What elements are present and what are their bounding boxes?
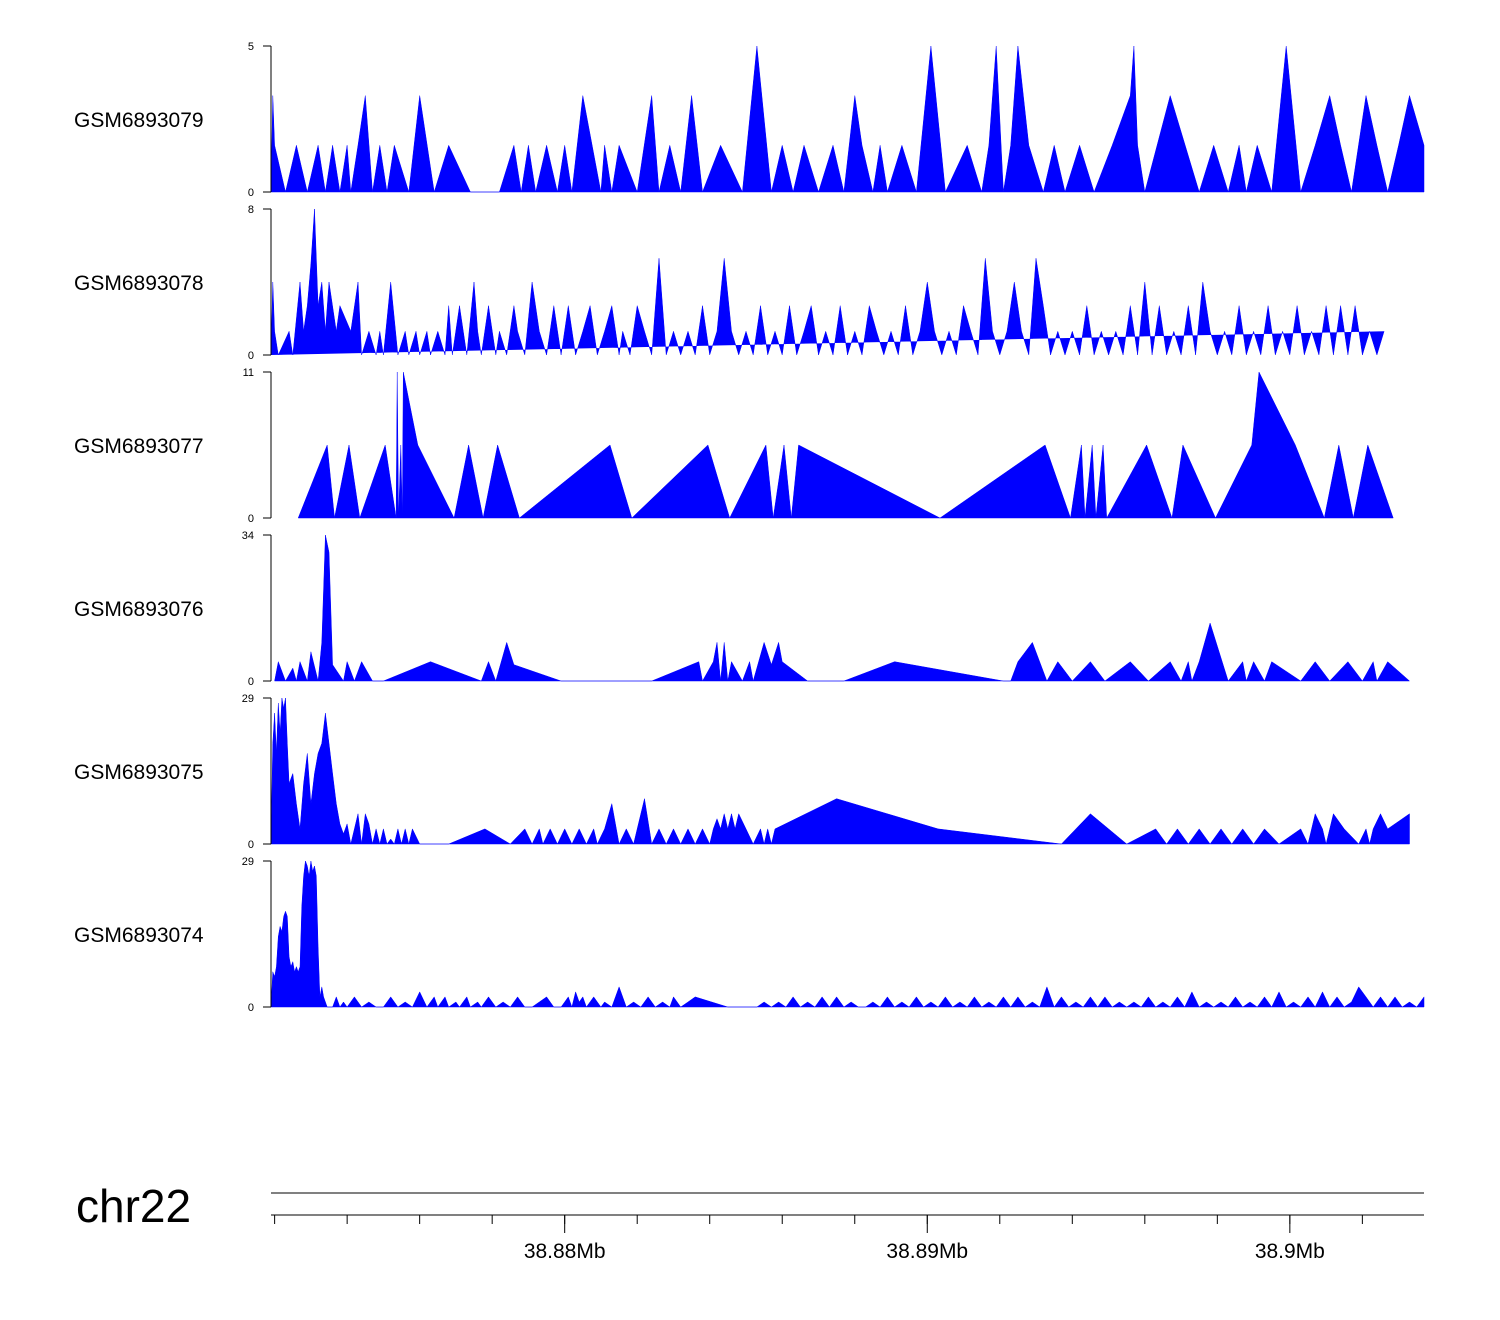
track-label: GSM6893077 xyxy=(74,435,204,458)
data-tracks: GSM689307950GSM689307880GSM6893077110GSM… xyxy=(74,41,1425,1014)
y-max-label: 5 xyxy=(248,41,254,53)
track-GSM6893078: GSM6893078 8 0 xyxy=(74,204,1385,362)
y-min-label: 0 xyxy=(248,676,254,688)
coverage-area xyxy=(270,860,1425,1008)
track-GSM6893076: GSM6893076 34 0 xyxy=(74,530,1410,688)
y-max-label: 8 xyxy=(248,204,254,216)
track-GSM6893074: GSM6893074 29 0 xyxy=(74,856,1425,1014)
x-tick-label: 38.88Mb xyxy=(524,1240,606,1263)
track-label: GSM6893078 xyxy=(74,272,204,295)
coverage-area xyxy=(274,534,1410,682)
track-GSM6893079: GSM6893079 5 0 xyxy=(74,41,1425,199)
y-min-label: 0 xyxy=(248,839,254,851)
x-tick-label: 38.89Mb xyxy=(886,1240,968,1263)
y-max-label: 11 xyxy=(243,367,254,379)
chromosome-axis: chr22 38.88Mb 38.89Mb 38.9Mb xyxy=(76,1180,1424,1263)
chromosome-label: chr22 xyxy=(76,1180,191,1232)
y-min-label: 0 xyxy=(248,187,254,199)
y-max-label: 34 xyxy=(242,530,254,542)
y-min-label: 0 xyxy=(248,350,254,362)
coverage-area xyxy=(270,208,1385,356)
track-GSM6893077: GSM6893077 11 0 xyxy=(74,367,1394,525)
y-min-label: 0 xyxy=(248,513,254,525)
y-max-label: 29 xyxy=(242,856,254,868)
track-label: GSM6893079 xyxy=(74,109,204,132)
x-tick-label: 38.9Mb xyxy=(1255,1240,1325,1263)
coverage-area xyxy=(270,45,1425,193)
scale-ticks: 38.88Mb 38.89Mb 38.9Mb xyxy=(274,1215,1363,1263)
coverage-area xyxy=(297,371,1394,519)
track-label: GSM6893074 xyxy=(74,924,204,947)
y-max-label: 29 xyxy=(242,693,254,705)
coverage-area xyxy=(270,697,1410,845)
track-label: GSM6893075 xyxy=(74,761,204,784)
y-min-label: 0 xyxy=(248,1002,254,1014)
track-label: GSM6893076 xyxy=(74,598,204,621)
track-GSM6893075: GSM6893075 29 0 xyxy=(74,693,1410,851)
